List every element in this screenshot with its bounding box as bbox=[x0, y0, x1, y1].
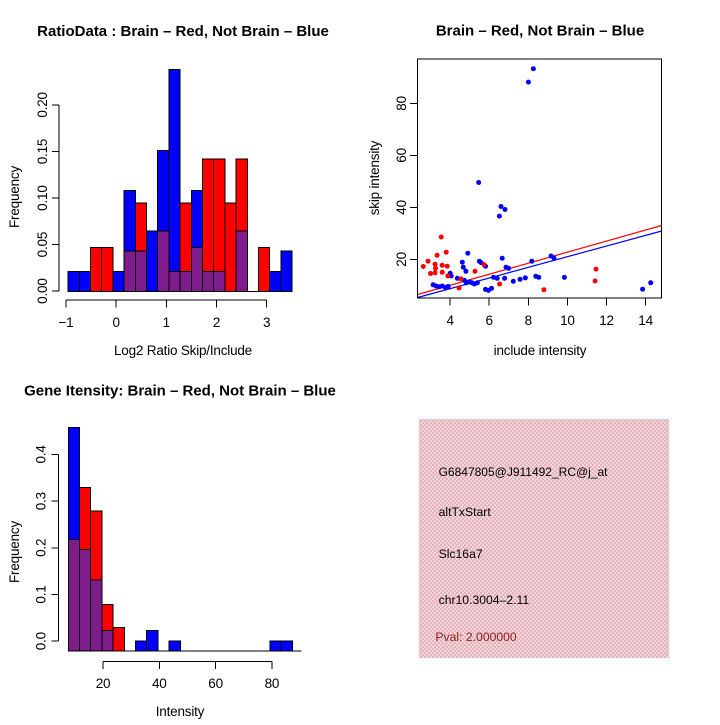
svg-text:Log2 Ratio Skip/Include: Log2 Ratio Skip/Include bbox=[114, 343, 252, 358]
svg-text:Intensity: Intensity bbox=[156, 704, 205, 719]
svg-text:0.00: 0.00 bbox=[35, 278, 50, 303]
svg-text:Gene Itensity: Brain – Red, No: Gene Itensity: Brain – Red, Not Brain – … bbox=[24, 383, 336, 400]
svg-text:−1: −1 bbox=[59, 315, 74, 330]
svg-text:80: 80 bbox=[394, 96, 409, 111]
svg-text:40: 40 bbox=[394, 200, 409, 215]
svg-text:14: 14 bbox=[638, 313, 653, 328]
svg-text:8: 8 bbox=[525, 313, 532, 328]
svg-text:RatioData : Brain – Red, Not B: RatioData : Brain – Red, Not Brain – Blu… bbox=[37, 23, 329, 40]
svg-text:0.2: 0.2 bbox=[34, 539, 49, 557]
svg-text:4: 4 bbox=[446, 313, 454, 328]
svg-text:Slc16a7: Slc16a7 bbox=[439, 547, 483, 561]
svg-text:0.05: 0.05 bbox=[35, 232, 50, 257]
svg-text:G6847805@J911492_RC@j_at: G6847805@J911492_RC@j_at bbox=[439, 465, 609, 479]
svg-text:0.3: 0.3 bbox=[34, 492, 49, 510]
svg-text:10: 10 bbox=[560, 313, 575, 328]
svg-text:altTxStart: altTxStart bbox=[439, 505, 492, 519]
svg-text:20: 20 bbox=[394, 252, 409, 267]
svg-text:chr10.3004–2.11: chr10.3004–2.11 bbox=[439, 593, 530, 607]
svg-text:40: 40 bbox=[152, 676, 167, 691]
svg-text:12: 12 bbox=[599, 313, 614, 328]
svg-text:0.20: 0.20 bbox=[35, 92, 50, 117]
svg-text:60: 60 bbox=[394, 148, 409, 163]
svg-text:0.4: 0.4 bbox=[34, 445, 49, 464]
svg-text:Pval: 2.000000: Pval: 2.000000 bbox=[435, 630, 517, 644]
svg-text:6: 6 bbox=[486, 313, 493, 328]
svg-text:Frequency: Frequency bbox=[7, 521, 22, 583]
svg-text:0.15: 0.15 bbox=[35, 139, 50, 164]
svg-text:1: 1 bbox=[163, 315, 170, 330]
svg-text:3: 3 bbox=[263, 315, 270, 330]
svg-text:0.1: 0.1 bbox=[34, 585, 49, 603]
svg-text:Brain – Red, Not Brain – Blue: Brain – Red, Not Brain – Blue bbox=[436, 23, 644, 40]
svg-text:0.10: 0.10 bbox=[35, 185, 50, 210]
svg-text:80: 80 bbox=[265, 676, 280, 691]
svg-text:20: 20 bbox=[96, 676, 111, 691]
svg-text:0: 0 bbox=[113, 315, 120, 330]
svg-text:skip intensity: skip intensity bbox=[367, 140, 382, 215]
svg-text:Frequency: Frequency bbox=[7, 166, 22, 228]
svg-text:60: 60 bbox=[208, 676, 223, 691]
svg-text:2: 2 bbox=[213, 315, 220, 330]
svg-text:0.0: 0.0 bbox=[34, 632, 49, 650]
svg-text:include intensity: include intensity bbox=[494, 343, 587, 358]
